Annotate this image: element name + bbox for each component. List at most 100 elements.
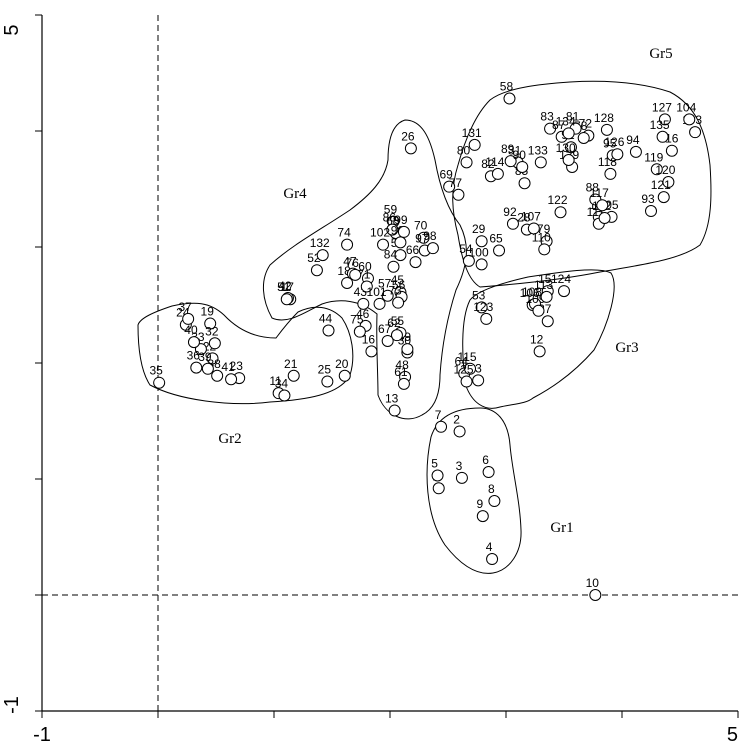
point-label: 132 bbox=[310, 236, 330, 250]
point-label: 21 bbox=[284, 357, 298, 371]
data-point bbox=[310, 264, 323, 277]
group-outline-gr1 bbox=[426, 407, 522, 574]
data-point bbox=[629, 145, 642, 158]
point-label: 118 bbox=[598, 155, 617, 169]
point-label: 28 bbox=[517, 211, 531, 225]
point-label: 84 bbox=[384, 248, 398, 262]
point-label: 82 bbox=[481, 157, 495, 171]
data-point bbox=[409, 256, 422, 269]
point-label: 125 bbox=[454, 363, 474, 377]
data-point bbox=[589, 589, 602, 601]
point-label: 36 bbox=[187, 349, 201, 363]
point-label: 31 bbox=[508, 143, 522, 157]
point-label: 117 bbox=[590, 186, 609, 200]
point-label: 51 bbox=[277, 280, 291, 294]
point-label: 20 bbox=[335, 357, 349, 371]
data-point bbox=[662, 176, 675, 189]
data-point bbox=[493, 244, 506, 257]
point-label: 126 bbox=[604, 135, 624, 149]
point-label: 60 bbox=[358, 259, 372, 273]
data-point bbox=[353, 325, 366, 338]
data-point bbox=[657, 191, 670, 204]
data-point bbox=[596, 199, 609, 212]
data-point bbox=[377, 238, 390, 251]
data-point bbox=[462, 254, 475, 267]
point-label: 95 bbox=[603, 136, 617, 150]
data-point bbox=[460, 375, 473, 388]
point-label: 110 bbox=[532, 230, 551, 244]
point-label: 57 bbox=[378, 277, 392, 291]
data-point bbox=[388, 404, 401, 417]
point-label: 66 bbox=[406, 243, 420, 257]
point-label: 76 bbox=[346, 256, 360, 270]
point-label: 77 bbox=[449, 176, 463, 190]
point-label: 58 bbox=[500, 80, 514, 94]
data-point bbox=[464, 362, 477, 375]
data-point bbox=[394, 236, 407, 249]
data-point bbox=[562, 154, 575, 166]
data-point bbox=[538, 243, 551, 256]
data-points: 1234567891011121314151617181920212223242… bbox=[149, 80, 702, 601]
point-label: 120 bbox=[655, 163, 675, 177]
point-label: 59 bbox=[384, 202, 398, 216]
point-label: 5 bbox=[431, 457, 438, 471]
data-point bbox=[338, 369, 351, 382]
point-label: 65 bbox=[489, 231, 503, 245]
data-point bbox=[645, 205, 657, 218]
point-label: 56 bbox=[392, 278, 406, 292]
data-point bbox=[341, 238, 354, 251]
point-label: 17 bbox=[281, 280, 295, 294]
data-point bbox=[225, 373, 238, 386]
data-point bbox=[435, 420, 448, 433]
point-label: 46 bbox=[356, 307, 370, 321]
data-point bbox=[321, 375, 334, 388]
point-label: 13 bbox=[385, 392, 399, 406]
data-point bbox=[564, 141, 577, 154]
data-point bbox=[534, 156, 547, 169]
group-label: Gr2 bbox=[218, 431, 241, 447]
data-point bbox=[689, 126, 702, 139]
data-point bbox=[541, 315, 554, 328]
group-label: Gr1 bbox=[550, 520, 573, 536]
point-label: 45 bbox=[391, 273, 405, 287]
data-point bbox=[280, 293, 293, 306]
data-point bbox=[540, 290, 553, 303]
data-point bbox=[452, 188, 465, 201]
y-tick-label: 5 bbox=[1, 24, 23, 35]
point-label: 26 bbox=[401, 129, 415, 143]
point-label: 67 bbox=[378, 322, 392, 336]
point-label: 79 bbox=[537, 222, 551, 236]
data-point bbox=[390, 329, 403, 342]
point-label: 71 bbox=[357, 267, 371, 281]
data-point bbox=[506, 217, 519, 230]
data-point bbox=[417, 231, 430, 244]
point-label: 74 bbox=[337, 226, 351, 240]
point-label: 98 bbox=[423, 229, 437, 243]
data-point bbox=[611, 148, 624, 161]
data-point bbox=[349, 268, 362, 281]
point-label: 122 bbox=[548, 193, 568, 207]
group-outline-gr2 bbox=[137, 302, 354, 405]
point-label: 88 bbox=[586, 180, 600, 194]
data-point bbox=[488, 495, 501, 508]
data-point bbox=[426, 242, 439, 255]
data-point bbox=[432, 482, 445, 495]
point-label: 15 bbox=[538, 272, 552, 286]
data-point bbox=[316, 249, 329, 262]
point-label: 62 bbox=[387, 316, 401, 330]
point-label: 97 bbox=[415, 231, 429, 245]
data-point bbox=[153, 376, 166, 389]
data-point bbox=[558, 285, 570, 298]
data-point bbox=[341, 276, 354, 289]
point-label: 54 bbox=[459, 242, 473, 256]
data-point bbox=[544, 122, 557, 135]
data-point bbox=[397, 377, 410, 390]
point-label: 130 bbox=[556, 141, 576, 155]
point-label: 64 bbox=[455, 354, 469, 368]
point-label: 39 bbox=[198, 350, 212, 364]
point-label: 55 bbox=[391, 314, 405, 328]
point-label: 8 bbox=[488, 482, 495, 496]
group-outline-gr5 bbox=[452, 80, 712, 288]
point-label: 90 bbox=[513, 148, 527, 162]
point-label: 32 bbox=[205, 324, 219, 338]
